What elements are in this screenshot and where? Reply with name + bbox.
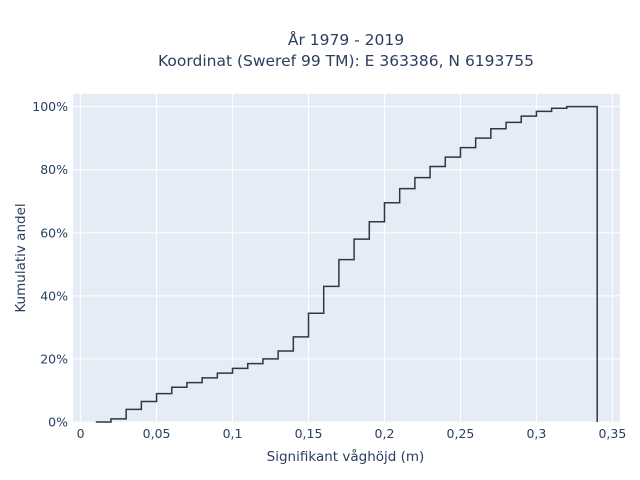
chart-title-line-1: År 1979 - 2019 (288, 30, 404, 49)
chart-title-line-2: Koordinat (Sweref 99 TM): E 363386, N 61… (158, 52, 534, 70)
x-axis-ticks: 0 0,05 0,1 0,15 0,2 0,25 0,3 0,35 (77, 426, 627, 441)
y-tick-label: 40% (40, 288, 68, 303)
x-tick-label: 0,25 (447, 426, 475, 441)
x-tick-label: 0,35 (598, 426, 626, 441)
x-axis-title: Signifikant våghöjd (m) (267, 448, 425, 465)
y-tick-label: 80% (40, 162, 68, 177)
y-tick-label: 100% (32, 99, 68, 114)
x-tick-label: 0,05 (143, 426, 171, 441)
y-tick-label: 60% (40, 225, 68, 240)
x-tick-label: 0,2 (375, 426, 395, 441)
y-axis-ticks: 0% 20% 40% 60% 80% 100% (32, 99, 68, 429)
chart-title: År 1979 - 2019 Koordinat (Sweref 99 TM):… (158, 30, 534, 70)
plot-area (73, 94, 620, 422)
series-layer (95, 105, 598, 423)
y-tick-label: 20% (40, 351, 68, 366)
x-tick-label: 0,15 (295, 426, 323, 441)
y-tick-label: 0% (48, 415, 68, 430)
x-tick-label: 0,3 (526, 426, 546, 441)
x-tick-label: 0 (77, 426, 85, 441)
y-axis-title: Kumulativ andel (13, 203, 29, 312)
cumulative-step-line (95, 105, 598, 423)
x-tick-label: 0,1 (223, 426, 243, 441)
